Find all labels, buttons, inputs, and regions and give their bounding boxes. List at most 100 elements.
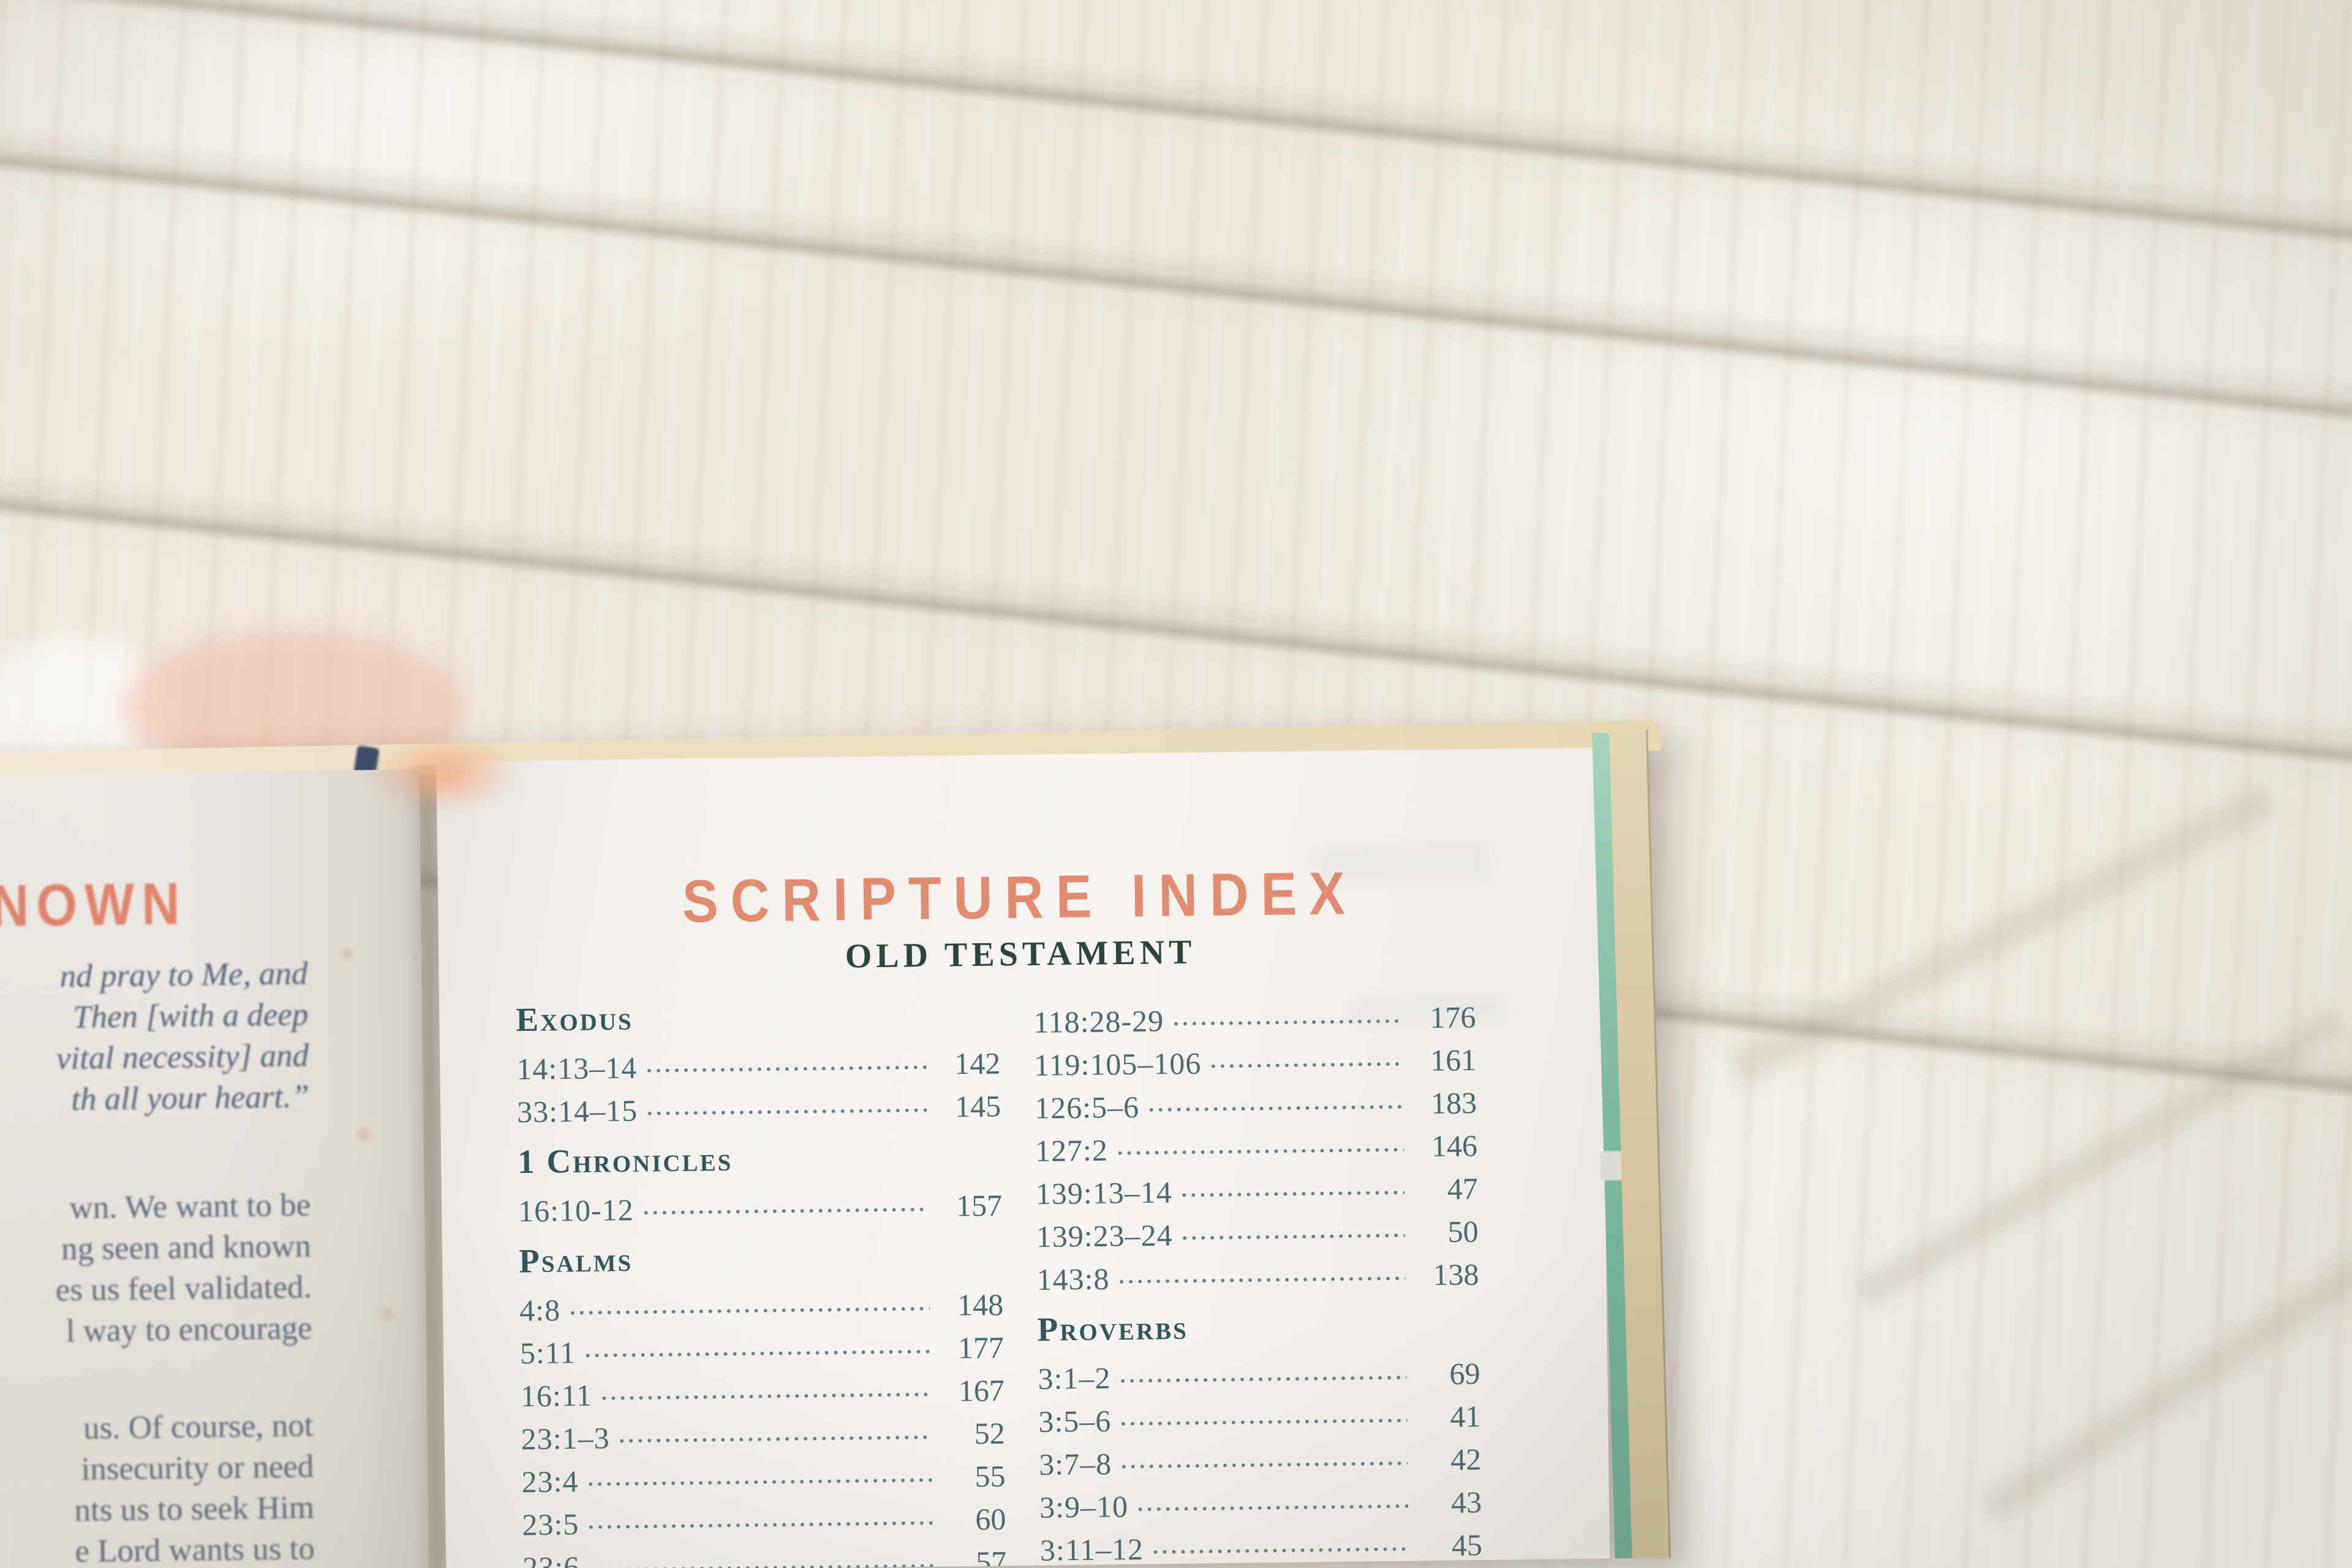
dot-leader	[1151, 1547, 1409, 1555]
verse-reference: 3:1–2	[1038, 1360, 1111, 1396]
index-column-right: 118:28-29 176 119:105–106 161 126:5–6 183 127:…	[1033, 992, 1482, 1568]
page-number: 43	[1450, 1484, 1482, 1520]
page-number: 161	[1430, 1042, 1477, 1077]
index-entry-row: 127:2 146	[1035, 1120, 1478, 1169]
left-page-text-line: us. Of course, not	[83, 1408, 314, 1446]
verse-reference: 23:1–3	[521, 1420, 610, 1457]
book-name-heading: 1 Chronicles	[517, 1140, 733, 1181]
dot-leader	[644, 1065, 927, 1073]
verse-reference: 143:8	[1036, 1261, 1110, 1297]
dot-leader	[568, 1306, 930, 1316]
page-number: 177	[957, 1330, 1005, 1365]
index-entry-row: 23:6 57	[522, 1536, 1007, 1568]
verse-reference: 5:11	[519, 1335, 576, 1371]
left-page-text-layer: NOWN nd pray to Me, and Then [with a deep…	[0, 769, 429, 1568]
verse-reference: 119:105–106	[1033, 1046, 1202, 1082]
pink-dot-pattern	[382, 1308, 393, 1320]
dot-leader	[1147, 1104, 1404, 1112]
book-name-heading: Psalms	[518, 1240, 633, 1280]
left-page-text-line: insecurity or need	[81, 1449, 314, 1487]
dot-leader	[1119, 1461, 1408, 1469]
verse-reference: 139:13–14	[1035, 1175, 1173, 1211]
open-book: NOWN nd pray to Me, and Then [with a deep…	[0, 720, 1708, 1568]
dot-leader	[645, 1107, 928, 1116]
verse-reference: 139:23–24	[1036, 1218, 1173, 1254]
left-page-text-line: es us feel validated.	[55, 1269, 312, 1308]
index-entry-row: 3:9–10 43	[1039, 1477, 1482, 1525]
verse-reference: 23:6	[522, 1549, 580, 1568]
verse-reference: 33:14–15	[516, 1093, 638, 1129]
dot-leader	[586, 1520, 933, 1529]
index-entry-row: 139:13–14 47	[1035, 1163, 1479, 1212]
index-entry-row: 119:105–106 161	[1034, 1035, 1477, 1083]
verse-reference: 16:11	[520, 1378, 593, 1414]
page-number: 167	[958, 1373, 1005, 1408]
dot-leader	[1180, 1233, 1405, 1240]
bleed-through-smudge	[1345, 993, 1506, 1027]
page-number: 69	[1449, 1355, 1480, 1391]
dot-leader	[617, 1434, 932, 1444]
pink-dot-pattern	[357, 1128, 371, 1142]
dot-leader	[1115, 1147, 1404, 1156]
index-entry-row: 143:8 138	[1036, 1249, 1479, 1297]
page-number: 183	[1430, 1085, 1477, 1120]
index-entry-row: 23:1–3 52	[521, 1408, 1005, 1457]
dot-leader	[586, 1477, 932, 1487]
verse-reference: 23:4	[521, 1463, 579, 1499]
left-page-text-line: wn. We want to be	[69, 1187, 311, 1226]
index-entry-row: 3:7–8 42	[1039, 1434, 1482, 1482]
dot-leader	[1136, 1504, 1409, 1512]
page-number: 41	[1450, 1398, 1481, 1434]
page-number: 50	[1447, 1214, 1479, 1249]
verse-reference: 3:9–10	[1039, 1489, 1129, 1525]
index-entry-row: 14:13–14 142	[516, 1038, 1001, 1087]
dot-leader	[599, 1392, 931, 1401]
page-number: 57	[975, 1544, 1007, 1568]
page-number: 55	[974, 1458, 1006, 1494]
index-column-left: Exodus 14:13–14 142 33:14–15 145 1 Chronicles…	[516, 995, 1007, 1568]
verse-reference: 118:28-29	[1033, 1003, 1164, 1039]
dot-leader	[1118, 1418, 1408, 1427]
book-name-heading: Proverbs	[1037, 1308, 1189, 1348]
page-number: 45	[1451, 1527, 1483, 1562]
left-page-text-line: e Lord wants us to	[74, 1531, 315, 1568]
left-page: NOWN nd pray to Me, and Then [with a deep…	[0, 769, 429, 1568]
page-number: 47	[1447, 1171, 1479, 1206]
verse-reference: 3:7–8	[1038, 1446, 1112, 1482]
page-number: 52	[974, 1415, 1006, 1451]
dot-leader	[587, 1563, 933, 1568]
page-number: 146	[1431, 1128, 1478, 1163]
pink-dot-pattern	[340, 948, 353, 960]
page-number: 138	[1433, 1257, 1479, 1292]
verse-reference: 3:5–6	[1038, 1403, 1112, 1439]
dot-leader	[1179, 1190, 1404, 1197]
dot-leader	[583, 1349, 931, 1358]
dot-leader	[641, 1207, 929, 1215]
index-entry-row: 4:8 148	[519, 1280, 1004, 1329]
verse-reference: 23:5	[522, 1506, 579, 1542]
index-entry-row: 5:11 177	[520, 1322, 1005, 1371]
page-number: 142	[954, 1046, 1001, 1081]
index-entry-row: 3:11–12 45	[1040, 1520, 1483, 1568]
verse-reference: 14:13–14	[516, 1050, 638, 1087]
index-entry-row: 3:5–6 41	[1038, 1391, 1481, 1439]
index-entry-row: 139:23–24 50	[1036, 1206, 1479, 1254]
left-page-paragraph: us. Of course, not insecurity or need nts …	[0, 1405, 315, 1568]
left-page-text-line: ng seen and known	[61, 1228, 312, 1267]
verse-reference: 4:8	[519, 1292, 561, 1328]
left-page-text-line: th all your heart.”	[70, 1079, 310, 1118]
book-name-heading: Exodus	[515, 999, 633, 1039]
page-number: 60	[975, 1501, 1006, 1537]
index-entry-row: 3:1–2 69	[1038, 1348, 1480, 1396]
dot-leader	[1208, 1061, 1403, 1069]
page-number: 145	[954, 1088, 1001, 1124]
dot-leader	[1118, 1375, 1407, 1384]
left-page-text-line: nts us to seek Him	[74, 1490, 315, 1529]
verse-reference: 126:5–6	[1034, 1089, 1140, 1125]
left-page-paragraph: wn. We want to be ng seen and known es us …	[0, 1185, 312, 1354]
page-number: 148	[957, 1287, 1004, 1322]
gutter-light-glow	[367, 733, 522, 815]
page-number: 42	[1450, 1441, 1482, 1477]
left-page-text-line: l way to encourage	[66, 1310, 312, 1349]
